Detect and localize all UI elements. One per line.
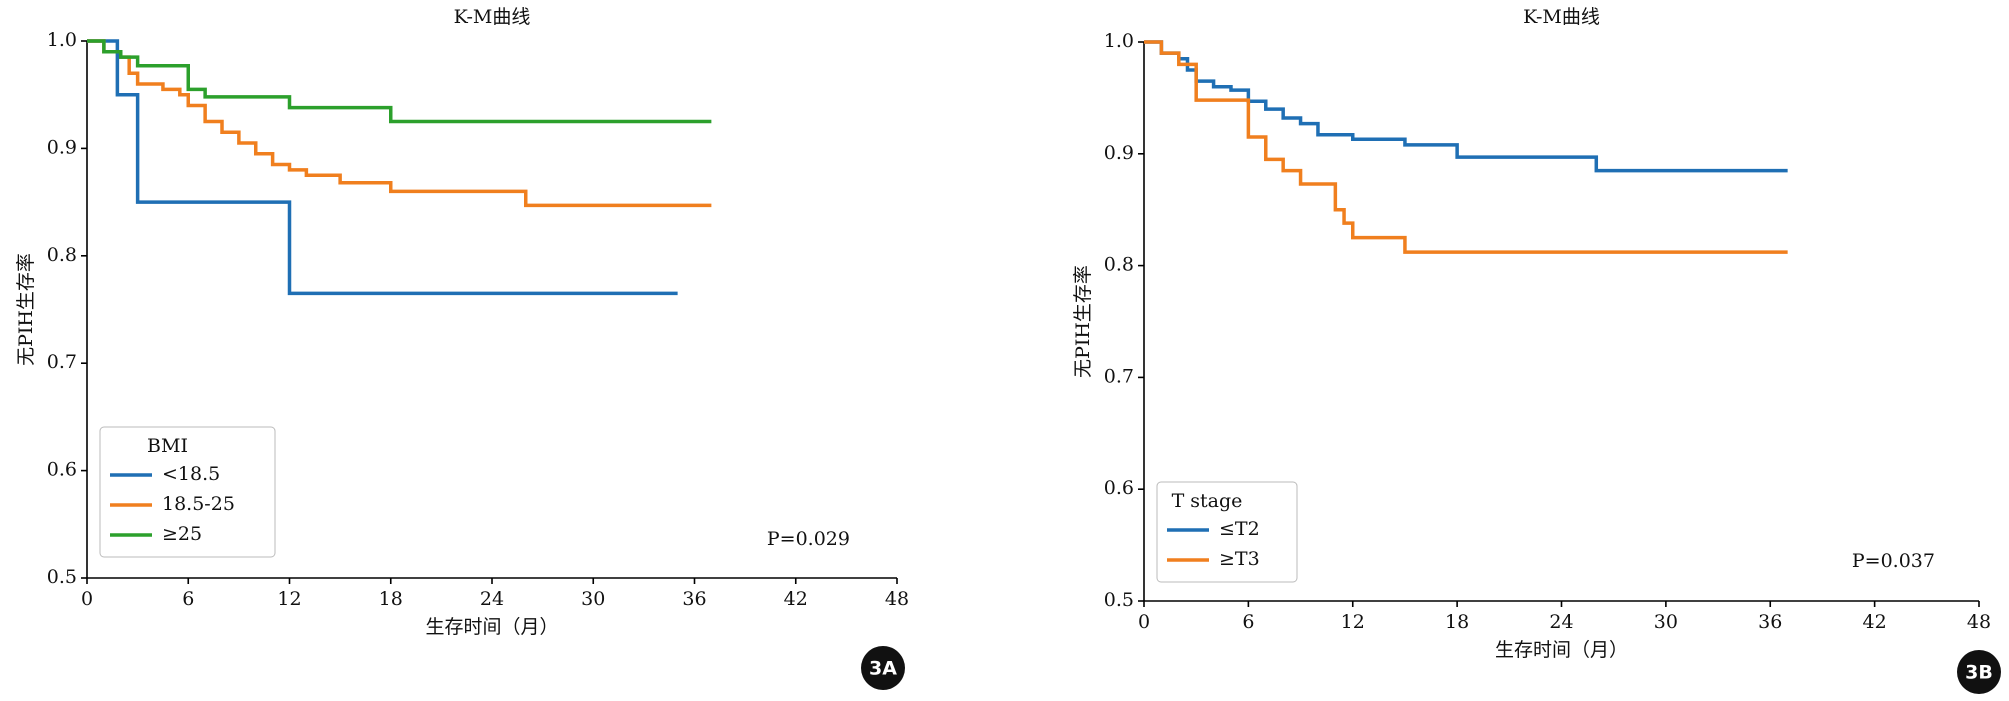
survival-curve (87, 39, 712, 124)
x-tick-label: 36 (682, 588, 706, 610)
panel-label: 3A (869, 658, 897, 680)
legend-title: BMI (147, 435, 188, 457)
y-tick-label: 0.8 (1104, 254, 1134, 276)
panel-label: 3B (1965, 662, 1993, 684)
x-tick-label: 12 (277, 588, 301, 610)
panel-badge (861, 646, 905, 690)
y-tick-label: 0.9 (1104, 142, 1134, 164)
y-tick-label: 0.6 (47, 459, 77, 481)
survival-curve (87, 39, 712, 208)
y-tick-label: 0.6 (1104, 477, 1134, 499)
p-value: P=0.037 (1852, 550, 1935, 572)
x-tick-label: 0 (81, 588, 93, 610)
x-tick-label: 18 (379, 588, 403, 610)
y-tick-label: 0.7 (47, 351, 77, 373)
x-axis-label: 生存时间（月） (425, 616, 558, 638)
y-tick-label: 0.8 (47, 244, 77, 266)
x-tick-label: 24 (1549, 611, 1573, 633)
p-value: P=0.029 (767, 528, 850, 550)
x-tick-label: 6 (182, 588, 194, 610)
y-axis-label: 无PIH生存率 (1072, 265, 1094, 378)
legend-label: <18.5 (162, 463, 220, 485)
y-axis-label: 无PIH生存率 (15, 253, 37, 366)
x-tick-label: 48 (1967, 611, 1991, 633)
panel-badge (1957, 650, 2001, 694)
legend-label: ≥T3 (1219, 548, 1260, 570)
x-tick-label: 24 (480, 588, 504, 610)
x-tick-label: 12 (1341, 611, 1365, 633)
legend-label: ≥25 (162, 523, 202, 545)
x-tick-label: 42 (784, 588, 808, 610)
legend-box (99, 426, 276, 558)
y-tick-label: 1.0 (1104, 30, 1134, 52)
legend-label: 18.5-25 (162, 493, 235, 515)
legend-box (1156, 481, 1298, 583)
y-tick-label: 0.9 (47, 136, 77, 158)
y-tick-label: 0.5 (47, 566, 77, 588)
x-tick-label: 30 (581, 588, 605, 610)
x-tick-label: 30 (1654, 611, 1678, 633)
x-axis-label: 生存时间（月） (1495, 639, 1628, 661)
y-tick-label: 1.0 (47, 29, 77, 51)
legend-label: ≤T2 (1219, 518, 1260, 540)
x-tick-label: 18 (1445, 611, 1469, 633)
x-tick-label: 48 (885, 588, 909, 610)
y-tick-label: 0.5 (1104, 589, 1134, 611)
chart-title: K-M曲线 (1523, 6, 1600, 28)
legend-title: T stage (1172, 490, 1243, 512)
survival-curve (1144, 40, 1788, 173)
x-tick-label: 6 (1242, 611, 1254, 633)
survival-curve (1144, 40, 1788, 254)
x-tick-label: 36 (1758, 611, 1782, 633)
x-tick-label: 0 (1138, 611, 1150, 633)
y-tick-label: 0.7 (1104, 365, 1134, 387)
chart-title: K-M曲线 (454, 6, 531, 28)
survival-curve (87, 39, 678, 296)
x-tick-label: 42 (1863, 611, 1887, 633)
